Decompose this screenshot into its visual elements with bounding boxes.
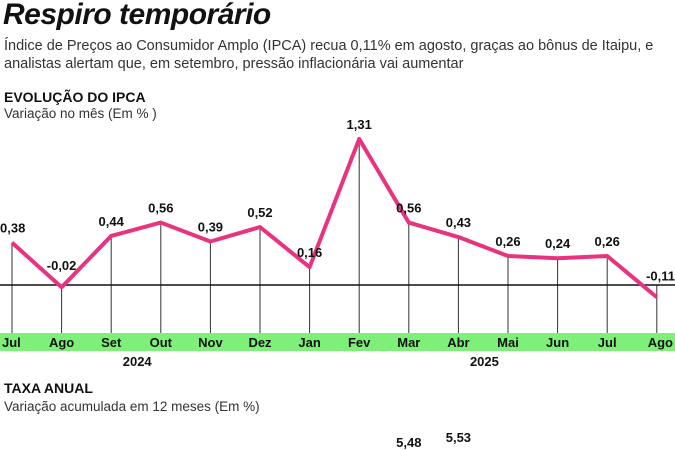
chart2-title: TAXA ANUAL <box>4 380 93 396</box>
page-title: Respiro temporário <box>3 0 271 31</box>
month-tick-label: Fev <box>348 335 371 350</box>
chart2-subtitle: Variação acumulada em 12 meses (Em %) <box>4 399 260 414</box>
data-label: 0,26 <box>595 234 620 249</box>
month-tick-label: Jan <box>298 335 320 350</box>
month-tick-label: Set <box>101 335 122 350</box>
month-tick-label: Jul <box>598 335 617 350</box>
data-label: 0,39 <box>198 220 223 235</box>
page-subtitle: Índice de Preços ao Consumidor Amplo (IP… <box>4 38 654 72</box>
data-label: 1,31 <box>347 117 372 132</box>
annual-data-label: 5,48 <box>396 435 421 450</box>
month-band <box>0 333 675 351</box>
data-label: -0,02 <box>47 258 77 273</box>
data-label: 0,52 <box>247 205 272 220</box>
month-tick-label: Ago <box>648 335 673 350</box>
month-tick-label: Nov <box>198 335 223 350</box>
month-tick-label: Mai <box>497 335 519 350</box>
data-label: 0,16 <box>297 245 322 260</box>
annual-data-label: 5,53 <box>446 430 471 445</box>
chart1-subtitle: Variação no mês (Em % ) <box>4 106 157 121</box>
year-label: 2024 <box>123 354 153 369</box>
data-label: 0,38 <box>0 221 25 236</box>
month-tick-label: Ago <box>49 335 74 350</box>
data-label: 0,44 <box>99 214 125 229</box>
data-label: 0,24 <box>545 236 571 251</box>
chart1-title: EVOLUÇÃO DO IPCA <box>4 89 146 105</box>
year-label: 2025 <box>470 354 499 369</box>
data-label: 0,56 <box>396 201 421 216</box>
data-label: -0,11 <box>646 268 675 283</box>
data-label: 0,43 <box>446 215 471 230</box>
month-tick-label: Jul <box>2 335 21 350</box>
month-tick-label: Out <box>150 335 173 350</box>
data-label: 0,26 <box>495 234 520 249</box>
data-label: 0,56 <box>148 201 173 216</box>
month-tick-label: Dez <box>248 335 272 350</box>
ipca-series-line <box>10 136 659 299</box>
month-tick-label: Mar <box>397 335 420 350</box>
month-tick-label: Abr <box>447 335 469 350</box>
month-tick-label: Jun <box>546 335 569 350</box>
